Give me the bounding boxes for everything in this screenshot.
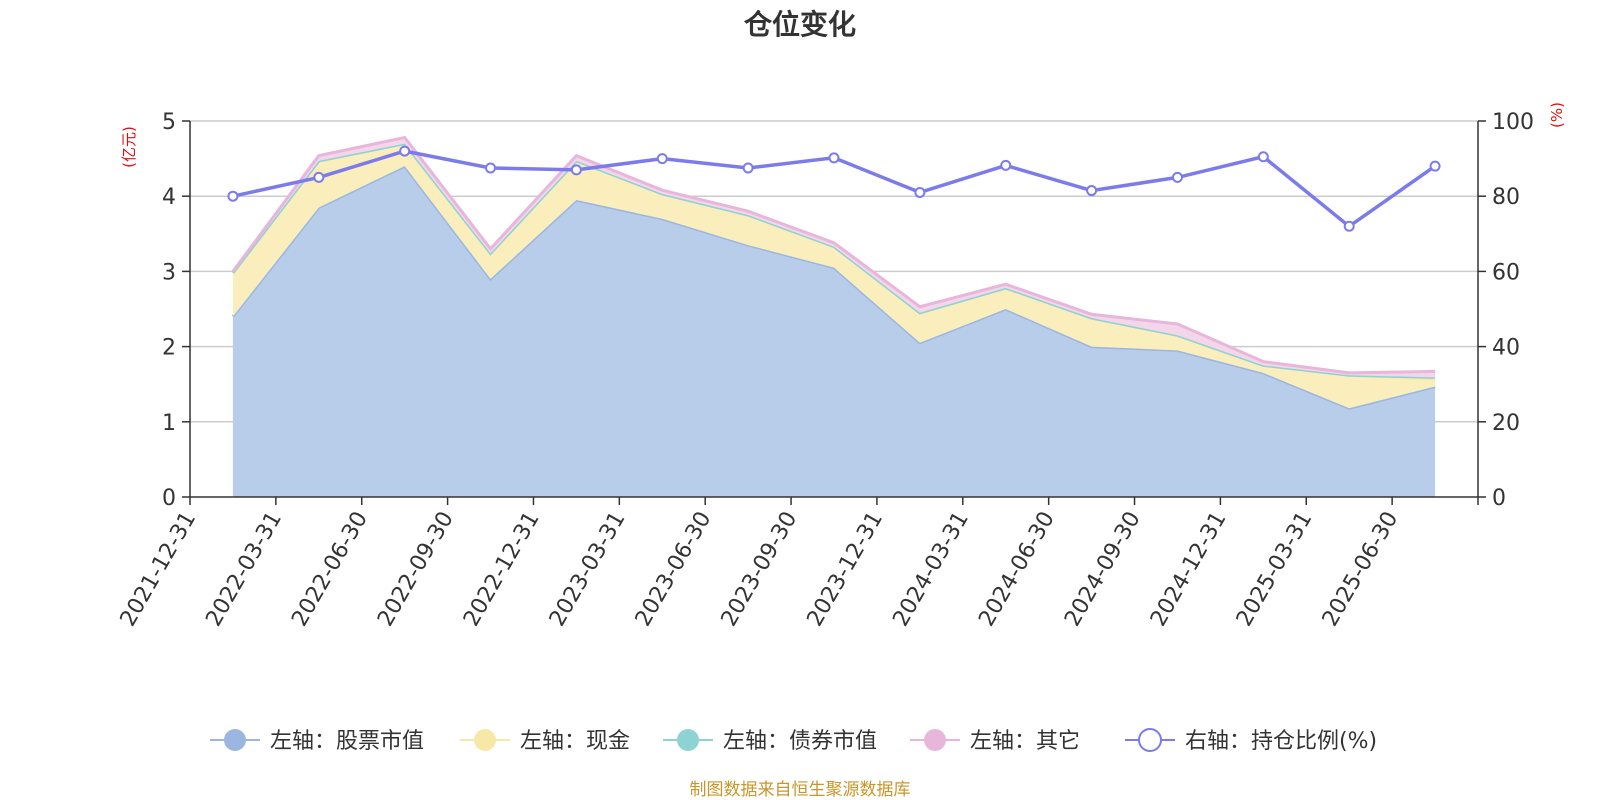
- legend-label: 左轴：现金: [520, 729, 630, 754]
- left-axis-tick-label: 1: [162, 411, 176, 436]
- left-axis-tick-label: 4: [162, 185, 176, 210]
- left-axis-tick-label: 5: [162, 110, 176, 135]
- x-axis-tick-label: 2023-06-30: [631, 508, 717, 631]
- ratio-point: [914, 186, 926, 198]
- ratio-point: [227, 190, 239, 202]
- ratio-point: [742, 162, 754, 174]
- left-axis-tick-label: 0: [162, 486, 176, 511]
- legend-label: 右轴：持仓比例(%): [1185, 729, 1377, 754]
- left-axis-unit: (亿元): [120, 126, 138, 168]
- right-axis-tick-label: 80: [1492, 185, 1520, 210]
- right-axis-unit: (%): [1548, 102, 1566, 128]
- legend-marker: [677, 729, 699, 751]
- ratio-point: [1086, 185, 1098, 197]
- right-axis-tick-label: 100: [1492, 110, 1534, 135]
- ratio-point: [1257, 151, 1269, 163]
- x-axis-tick-label: 2023-03-31: [545, 508, 631, 631]
- x-axis-tick-label: 2025-06-30: [1318, 508, 1404, 631]
- x-axis-tick-label: 2024-09-30: [1060, 508, 1146, 631]
- x-axis-tick-label: 2024-12-31: [1146, 508, 1232, 631]
- x-axis-tick-label: 2022-09-30: [373, 508, 459, 631]
- x-axis-tick-label: 2022-06-30: [287, 508, 373, 631]
- chart-title: 仓位变化: [744, 8, 856, 41]
- legend-marker: [1138, 728, 1162, 752]
- legend-marker: [224, 729, 246, 751]
- ratio-point: [1171, 171, 1183, 183]
- ratio-line-series: [227, 145, 1441, 232]
- ratio-point: [1429, 160, 1441, 172]
- source-note: 制图数据来自恒生聚源数据库: [690, 780, 911, 800]
- legend-marker: [924, 729, 946, 751]
- left-axis-tick-label: 2: [162, 336, 176, 361]
- ratio-point: [828, 152, 840, 164]
- x-axis-tick-label: 2021-12-31: [116, 508, 202, 631]
- x-axis-tick-label: 2024-06-30: [974, 508, 1060, 631]
- area-series: [231, 135, 1436, 497]
- x-axis-tick-label: 2024-03-31: [888, 508, 974, 631]
- right-axis-tick-label: 60: [1492, 260, 1520, 285]
- x-axis-tick-label: 2022-12-31: [459, 508, 545, 631]
- left-axis-tick-label: 3: [162, 260, 176, 285]
- x-axis-tick-label: 2025-03-31: [1232, 508, 1318, 631]
- ratio-point: [399, 145, 411, 157]
- ratio-point: [1343, 220, 1355, 232]
- ratio-point: [570, 164, 582, 176]
- right-axis-tick-label: 0: [1492, 486, 1506, 511]
- area-edge-4: [231, 135, 1436, 375]
- legend: 左轴：股票市值 左轴：现金 左轴：债券市值 左轴：其它 右轴：持仓比例(%): [210, 728, 1377, 754]
- x-axis-tick-label: 2023-09-30: [717, 508, 803, 631]
- x-axis-tick-label: 2022-03-31: [201, 508, 287, 631]
- right-axis-tick-label: 20: [1492, 411, 1520, 436]
- x-axis-tick-label: 2023-12-31: [803, 508, 889, 631]
- legend-label: 左轴：股票市值: [270, 729, 424, 754]
- legend-label: 左轴：其它: [970, 729, 1080, 754]
- ratio-point: [1000, 159, 1012, 171]
- ratio-point: [313, 171, 325, 183]
- ratio-point: [485, 162, 497, 174]
- area-fill-1: [232, 166, 1436, 497]
- area-fill-2: [232, 143, 1436, 409]
- legend-label: 左轴：债券市值: [723, 729, 877, 754]
- right-axis-tick-label: 40: [1492, 336, 1520, 361]
- ratio-point: [656, 153, 668, 165]
- legend-marker: [474, 729, 496, 751]
